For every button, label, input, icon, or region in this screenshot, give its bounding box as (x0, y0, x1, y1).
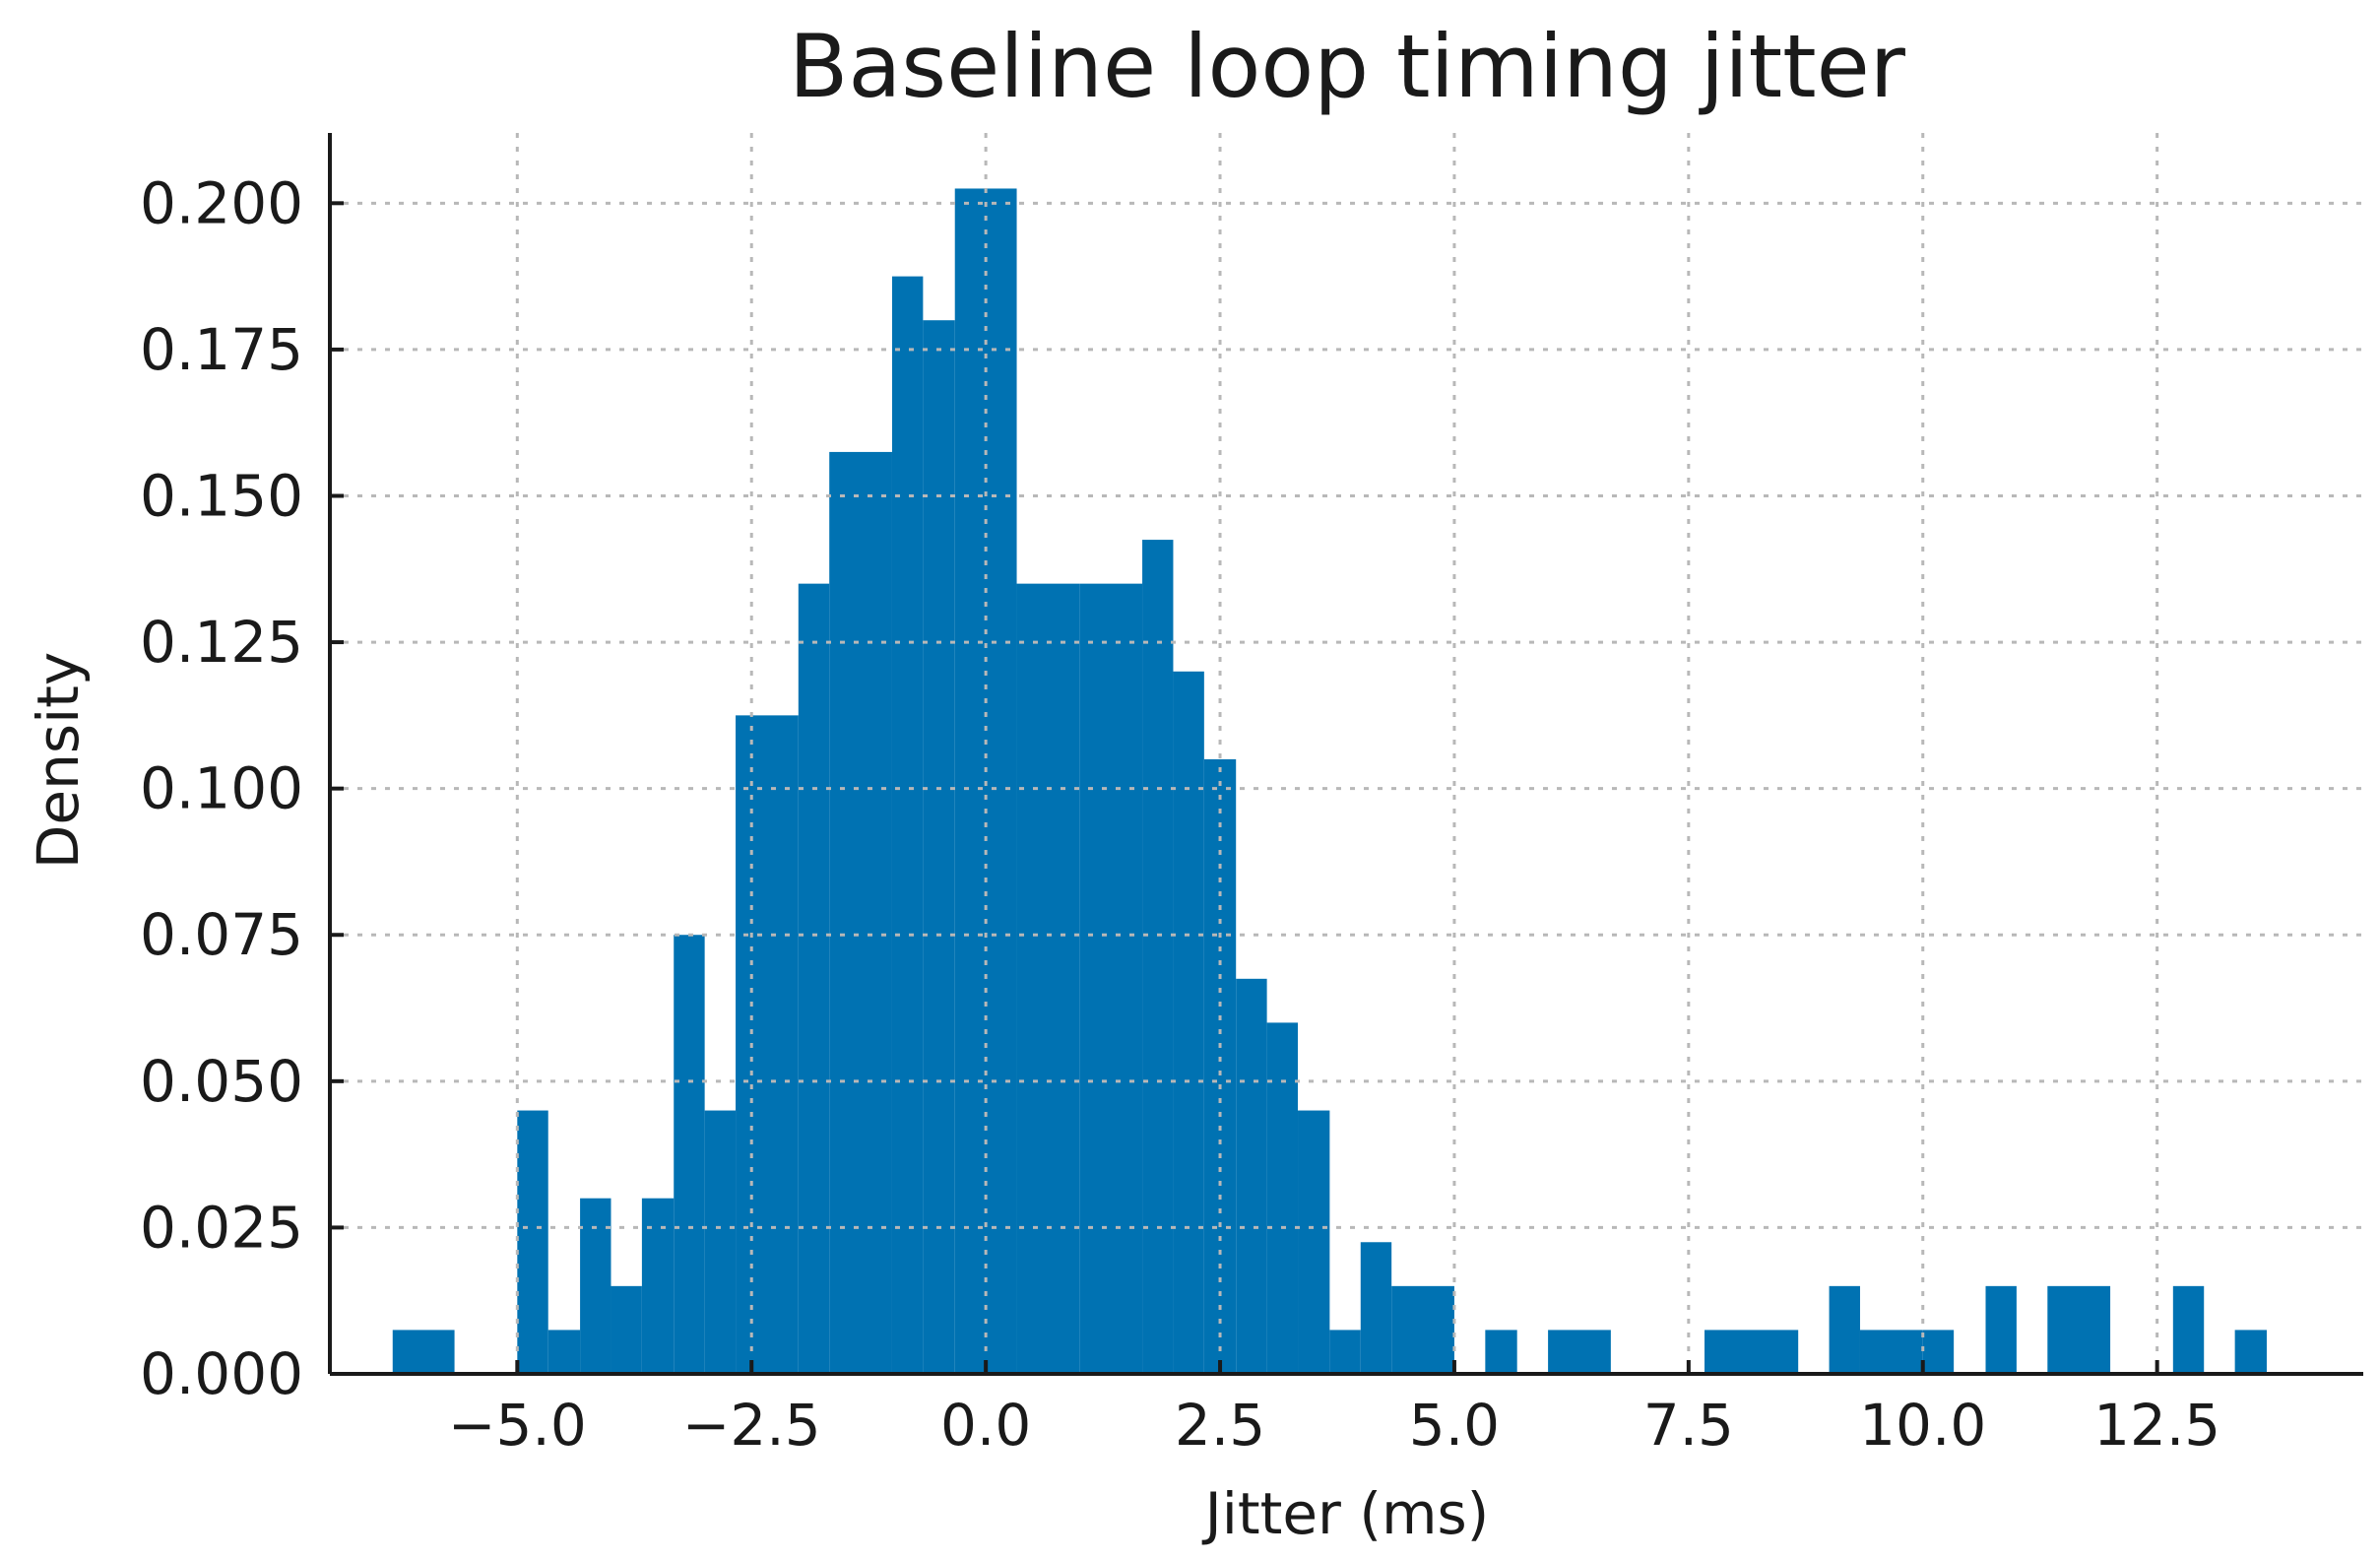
histogram-bar (1203, 758, 1237, 1374)
histogram-bar (1985, 1285, 2017, 1374)
histogram-bar (1079, 583, 1143, 1374)
histogram-bar (1329, 1330, 1361, 1374)
axes-spines (328, 133, 2363, 1376)
y-tick-label: 0.025 (140, 1194, 303, 1261)
y-tick-label: 0.100 (140, 755, 303, 822)
x-axis-ticks: −5.0 −2.5 0.0 2.5 5.0 7.5 10.0 12.5 (448, 1360, 2220, 1459)
histogram-bar (923, 320, 955, 1375)
histogram-bar (1485, 1330, 1517, 1374)
x-tick-label: 10.0 (1859, 1392, 1986, 1459)
y-tick-label: 0.125 (140, 609, 303, 676)
histogram-bar (641, 1198, 675, 1374)
y-tick-label: 0.200 (140, 169, 303, 236)
histogram-bar (1391, 1285, 1454, 1374)
histogram-bar (1859, 1330, 1923, 1374)
histogram-bar (736, 715, 799, 1374)
histogram-bar (1360, 1242, 1392, 1374)
histogram-bar (517, 1110, 548, 1374)
histogram-bar (891, 276, 924, 1374)
x-tick-label: 2.5 (1175, 1392, 1265, 1459)
histogram-bar (798, 583, 830, 1374)
histogram-bar (674, 935, 705, 1374)
histogram-bar (392, 1330, 455, 1374)
x-tick-label: 5.0 (1409, 1392, 1500, 1459)
histogram-bar (2047, 1285, 2111, 1374)
y-tick-label: 0.175 (140, 316, 303, 383)
histogram-bar (611, 1285, 642, 1374)
histogram-bar (580, 1198, 611, 1374)
histogram-bar (1142, 540, 1174, 1374)
histogram-bar (2234, 1330, 2267, 1374)
y-tick-label: 0.050 (140, 1048, 303, 1115)
grid-lines (330, 133, 2363, 1376)
x-tick-label: 12.5 (2093, 1392, 2220, 1459)
x-tick-label: −5.0 (448, 1392, 587, 1459)
histogram-bar (547, 1330, 581, 1374)
histogram-bar (1236, 978, 1267, 1374)
x-tick-label: −2.5 (682, 1392, 821, 1459)
histogram-bar (829, 451, 892, 1374)
y-tick-label: 0.075 (140, 901, 303, 968)
chart-title: Baseline loop timing jitter (789, 16, 1906, 117)
x-tick-label: 7.5 (1643, 1392, 1734, 1459)
y-tick-label: 0.000 (140, 1340, 303, 1407)
histogram-bars (392, 188, 2267, 1375)
histogram-bar (1705, 1330, 1799, 1374)
histogram-bar (1548, 1330, 1611, 1374)
histogram-bar (1829, 1285, 1860, 1374)
histogram-bar (1173, 671, 1204, 1374)
histogram-bar (704, 1110, 737, 1374)
y-tick-label: 0.150 (140, 462, 303, 529)
y-axis-label: Density (25, 652, 92, 870)
histogram-bar (1016, 583, 1080, 1374)
histogram-bar (1266, 1022, 1299, 1374)
y-axis-ticks: 0.000 0.025 0.050 0.075 0.100 0.125 0.150 0.175… (140, 169, 344, 1407)
histogram-bar (1922, 1330, 1955, 1374)
x-tick-label: 0.0 (940, 1392, 1031, 1459)
histogram-bar (1298, 1110, 1330, 1374)
histogram-bar (2172, 1285, 2205, 1374)
x-axis-label: Jitter (ms) (1202, 1480, 1490, 1547)
